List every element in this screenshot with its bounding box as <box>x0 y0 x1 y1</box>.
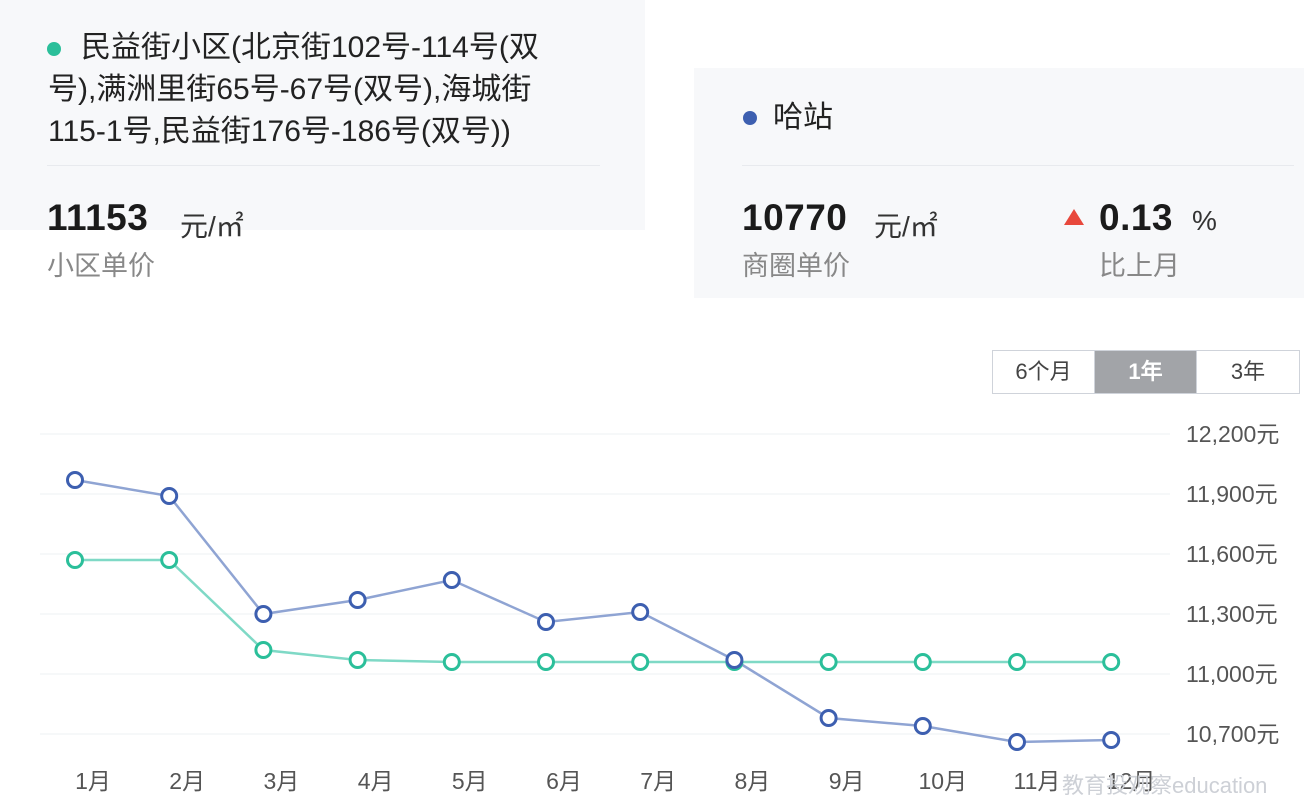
community-price: 11153 <box>47 197 149 238</box>
range-selector: 6个月 1年 3年 <box>992 350 1300 394</box>
community-price-unit: 元/㎡ <box>180 211 244 242</box>
x-tick-label: 2月 <box>169 768 205 794</box>
district-name: 哈站 <box>773 101 833 134</box>
data-point <box>913 653 932 671</box>
price-trend-chart: 12,200元 11,900元 11,600元 11,300元 11,000元 10,70… <box>40 421 1279 794</box>
x-tick-label: 12月 <box>1107 768 1156 794</box>
x-tick-label: 9月 <box>829 768 865 794</box>
change-label: 比上月 <box>1099 251 1180 281</box>
series-line <box>74 478 1112 744</box>
data-point <box>1008 653 1026 671</box>
community-price-label: 小区单价 <box>47 251 155 281</box>
watermark: 教育投观察education <box>1062 773 1268 798</box>
data-point <box>442 653 461 671</box>
y-tick-label: 11,900元 <box>1186 481 1278 507</box>
data-point <box>537 613 555 631</box>
community-name-line-2: 号),满洲里街65号-67号(双号),海城街 <box>48 73 532 106</box>
x-tick-label: 7月 <box>640 768 676 794</box>
data-point <box>348 591 367 609</box>
data-point <box>160 551 179 569</box>
tab-6-months[interactable]: 6个月 <box>993 351 1095 393</box>
district-price-unit: 元/㎡ <box>874 211 938 242</box>
data-point <box>631 653 650 671</box>
change-value: 0.13 <box>1099 197 1174 238</box>
district-dot <box>743 111 757 125</box>
x-tick-label: 6月 <box>546 768 582 794</box>
x-tick-label: 5月 <box>452 768 488 794</box>
district-price-label: 商圈单价 <box>742 251 850 281</box>
series-line <box>75 558 1112 664</box>
data-point <box>631 603 650 621</box>
x-tick-label: 8月 <box>735 768 771 794</box>
data-point <box>254 605 273 623</box>
x-tick-label: 10月 <box>919 768 968 794</box>
community-name-line-3: 115-1号,民益街176号-186号(双号)) <box>48 115 511 148</box>
community-dot <box>47 42 61 56</box>
x-tick-label: 4月 <box>358 768 394 794</box>
x-tick-label: 1月 <box>75 768 111 794</box>
data-point <box>1008 733 1026 751</box>
data-point <box>66 551 84 569</box>
district-divider <box>742 165 1294 166</box>
data-point <box>913 717 932 735</box>
community-name-line-1: 民益街小区(北京街102号-114号(双 <box>81 31 539 64</box>
data-point <box>537 653 555 671</box>
y-tick-label: 11,000元 <box>1186 661 1278 687</box>
data-point <box>1102 731 1121 749</box>
data-point <box>348 651 367 669</box>
data-point <box>819 709 838 727</box>
change-unit: % <box>1192 205 1217 236</box>
y-tick-label: 12,200元 <box>1186 421 1279 447</box>
tab-1-year[interactable]: 1年 <box>1095 351 1197 393</box>
data-point <box>254 641 273 659</box>
data-point <box>819 653 838 671</box>
data-point <box>160 487 179 505</box>
community-divider <box>47 165 600 166</box>
data-point <box>66 471 84 489</box>
x-tick-label: 11月 <box>1014 768 1061 794</box>
y-tick-label: 10,700元 <box>1186 721 1279 747</box>
community-card: 民益街小区(北京街102号-114号(双 号),满洲里街65号-67号(双号),… <box>0 0 645 230</box>
data-point <box>1102 653 1121 671</box>
x-tick-label: 3月 <box>264 768 300 794</box>
y-tick-label: 11,600元 <box>1186 541 1278 567</box>
data-point <box>725 651 744 669</box>
district-price: 10770 <box>742 197 848 238</box>
district-card: 哈站 <box>694 68 1304 298</box>
community-name: 民益街小区(北京街102号-114号(双 号),满洲里街65号-67号(双号),… <box>48 27 628 153</box>
data-point <box>442 571 461 589</box>
y-tick-label: 11,300元 <box>1186 601 1278 627</box>
up-arrow-icon <box>1064 209 1084 225</box>
tab-3-years[interactable]: 3年 <box>1230 359 1266 384</box>
